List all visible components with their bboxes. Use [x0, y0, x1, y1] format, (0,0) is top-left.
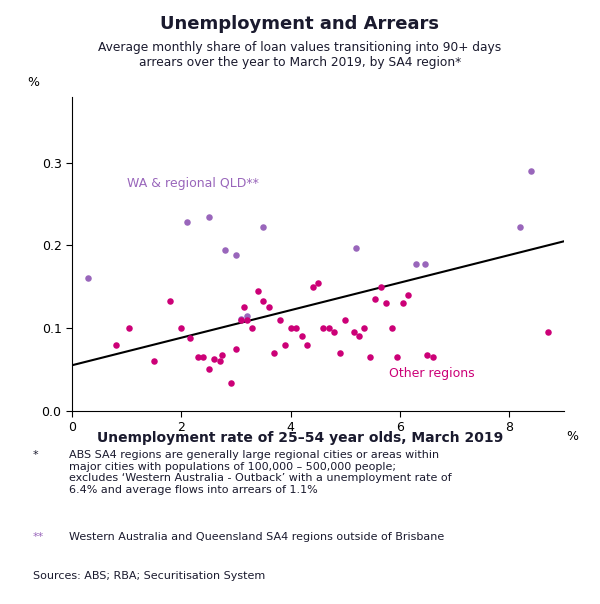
Point — [204, 213, 214, 222]
Point — [236, 314, 246, 324]
Text: Average monthly share of loan values transitioning into 90+ days
arrears over th: Average monthly share of loan values tra… — [98, 41, 502, 69]
Point — [515, 222, 525, 232]
Point — [185, 333, 194, 343]
Point — [420, 259, 430, 268]
Point — [352, 243, 361, 252]
Point — [341, 315, 350, 324]
Point — [365, 352, 375, 362]
Point — [412, 259, 421, 268]
Text: WA & regional QLD**: WA & regional QLD** — [127, 177, 259, 190]
Point — [83, 274, 93, 283]
Point — [335, 348, 344, 358]
Point — [215, 356, 224, 366]
Text: Unemployment and Arrears: Unemployment and Arrears — [161, 15, 439, 33]
Point — [371, 294, 380, 304]
Point — [308, 282, 317, 292]
Point — [193, 352, 203, 362]
Text: Other regions: Other regions — [389, 367, 475, 380]
Point — [359, 323, 369, 333]
Point — [292, 323, 301, 333]
Point — [329, 327, 339, 337]
Point — [398, 298, 407, 308]
Point — [354, 332, 364, 341]
Point — [275, 315, 284, 324]
Point — [111, 340, 121, 350]
Point — [324, 323, 334, 333]
Point — [280, 340, 290, 350]
Point — [204, 365, 214, 374]
Point — [387, 323, 397, 333]
Point — [403, 290, 413, 300]
Point — [313, 278, 323, 288]
Point — [182, 217, 191, 227]
Point — [376, 282, 386, 292]
Point — [226, 379, 235, 388]
Point — [231, 251, 241, 260]
Point — [242, 312, 252, 321]
Point — [428, 352, 437, 362]
Point — [125, 323, 134, 333]
Point — [199, 352, 208, 362]
Point — [236, 315, 246, 324]
Point — [302, 340, 312, 350]
Point — [242, 315, 252, 324]
Point — [543, 327, 553, 337]
Point — [176, 323, 186, 333]
Point — [382, 298, 391, 308]
Text: Western Australia and Queensland SA4 regions outside of Brisbane: Western Australia and Queensland SA4 reg… — [69, 532, 444, 542]
Point — [231, 344, 241, 353]
Text: **: ** — [33, 532, 44, 542]
Text: %: % — [566, 429, 578, 443]
Text: *: * — [33, 450, 38, 460]
Point — [253, 286, 263, 296]
Text: %: % — [28, 76, 40, 89]
Point — [392, 352, 402, 362]
Point — [264, 303, 274, 312]
Point — [259, 296, 268, 306]
Point — [166, 296, 175, 306]
Point — [220, 245, 230, 254]
Text: ABS SA4 regions are generally large regional cities or areas within
major cities: ABS SA4 regions are generally large regi… — [69, 450, 452, 495]
Text: Unemployment rate of 25–54 year olds, March 2019: Unemployment rate of 25–54 year olds, Ma… — [97, 431, 503, 445]
Point — [209, 354, 219, 364]
Point — [259, 222, 268, 232]
Point — [149, 356, 159, 366]
Text: Sources: ABS; RBA; Securitisation System: Sources: ABS; RBA; Securitisation System — [33, 571, 265, 581]
Point — [526, 166, 536, 176]
Point — [319, 323, 328, 333]
Point — [239, 303, 249, 312]
Point — [349, 327, 358, 337]
Point — [269, 348, 279, 358]
Point — [218, 350, 227, 359]
Point — [286, 323, 295, 333]
Point — [248, 323, 257, 333]
Point — [422, 350, 432, 359]
Point — [297, 332, 307, 341]
